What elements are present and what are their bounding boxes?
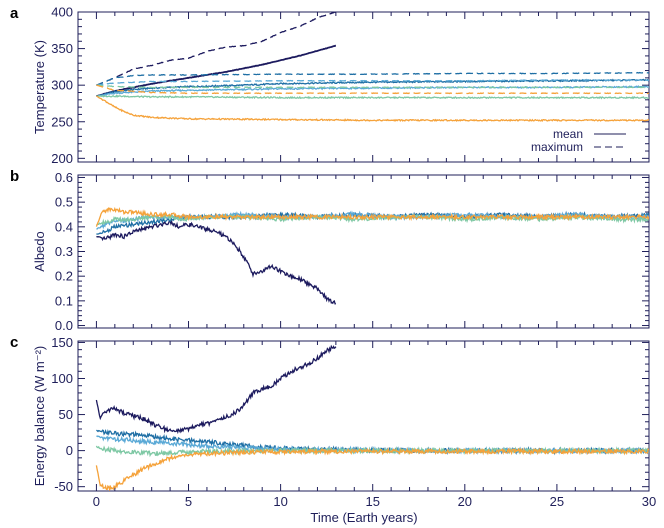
- legend-label-mean: mean: [553, 127, 583, 141]
- x-tick-label: 15: [365, 494, 379, 509]
- y-tick-label: 0.6: [55, 170, 73, 185]
- series-line-orange: [95, 206, 649, 227]
- y-tick-label: 0: [66, 443, 73, 458]
- series-line-green: [96, 94, 649, 100]
- plot-frame: [77, 340, 650, 492]
- y-tick-label: 0.3: [55, 244, 73, 259]
- y-tick-label: 100: [51, 371, 73, 386]
- y-tick-label: 150: [51, 335, 73, 350]
- x-tick-label: 0: [93, 494, 100, 509]
- panel-c: 0 5 10 15 20 25 30 -50 0 50 100 150 Energy balance (…: [10, 334, 656, 509]
- x-tick-label: 25: [550, 494, 564, 509]
- panel-b: 0.0 0.1 0.2 0.3 0.4 0.5 0.6 Albedo b: [10, 168, 650, 333]
- y-tick-label: 350: [51, 41, 73, 56]
- series-line-navy: [95, 344, 337, 435]
- y-tick-label: 250: [51, 114, 73, 129]
- x-tick-label: 20: [458, 494, 472, 509]
- y-axis-title: Albedo: [32, 231, 47, 271]
- series-line-green-dashed: [96, 84, 649, 89]
- series-line-orange: [95, 446, 649, 491]
- x-tick-label: 5: [185, 494, 192, 509]
- series-line-blue-dashed: [96, 71, 649, 86]
- series-line-lightblue-dashed: [96, 79, 649, 86]
- series-line-navy: [96, 44, 337, 98]
- y-tick-label: 50: [59, 407, 73, 422]
- y-axis-title: Temperature (K): [32, 40, 47, 134]
- y-tick-label: -50: [54, 479, 73, 494]
- panel-letter: c: [10, 334, 18, 351]
- y-tick-label: 0.0: [55, 318, 73, 333]
- series-group: [95, 344, 649, 491]
- y-tick-label: 0.5: [55, 195, 73, 210]
- series-line-orange: [96, 95, 649, 123]
- series-line-orange-dashed: [96, 84, 649, 95]
- panel-a: 200 250 300 350 400 Temperature (K) a meanmaxim…: [10, 5, 650, 166]
- panel-letter: b: [10, 168, 19, 185]
- x-tick-label: 30: [642, 494, 656, 509]
- panel-letter: a: [10, 5, 19, 22]
- y-tick-label: 300: [51, 78, 73, 93]
- series-line-navy-dashed: [96, 12, 336, 86]
- series-group: [96, 12, 649, 123]
- x-axis-title: Time (Earth years): [310, 510, 417, 525]
- y-tick-label: 200: [51, 151, 73, 166]
- legend-label-maximum: maximum: [531, 140, 583, 154]
- y-tick-label: 400: [51, 5, 73, 20]
- y-axis-title: Energy balance (W m⁻²): [32, 346, 47, 487]
- y-tick-label: 0.2: [55, 269, 73, 284]
- series-group: [95, 206, 649, 305]
- plot-frame: [77, 174, 650, 329]
- y-tick-label: 0.1: [55, 293, 73, 308]
- y-tick-label: 0.4: [55, 219, 73, 234]
- x-tick-label: 10: [273, 494, 287, 509]
- series-line-navy: [96, 219, 337, 305]
